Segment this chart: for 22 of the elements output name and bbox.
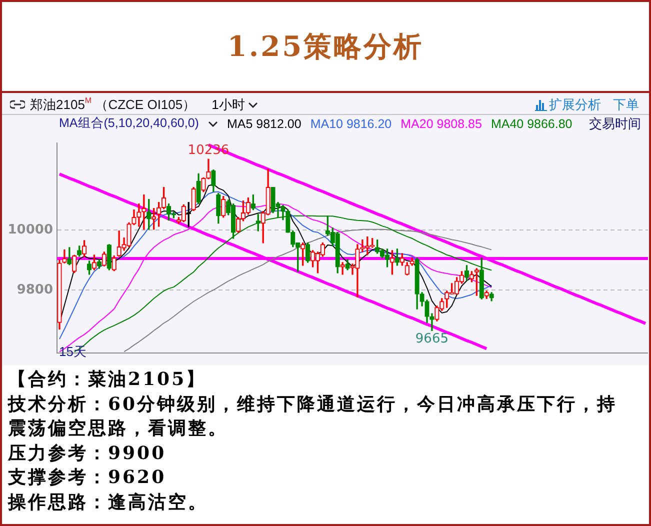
text: 1小时 bbox=[212, 96, 245, 114]
text: 技术分析：60分钟级别，维持下降通道运行，今日冲高承压下行，持震荡偏空思路，看调整。 bbox=[8, 392, 618, 441]
text: 交易时间 bbox=[589, 114, 641, 132]
text: 扩展分析 bbox=[549, 96, 601, 114]
candlestick bbox=[340, 262, 345, 275]
candlestick bbox=[430, 313, 434, 331]
text: MA10 9816.20 bbox=[310, 116, 392, 130]
text: 【合约：菜油2105】 bbox=[8, 368, 208, 392]
annotation: 9665 bbox=[415, 332, 449, 347]
text: 支撑参考：9620 bbox=[8, 466, 168, 490]
y-tick-label: 10000 bbox=[8, 222, 53, 238]
text: MA5 9812.00 bbox=[226, 116, 302, 130]
text: MA40 9866.80 bbox=[490, 116, 572, 130]
text: 操作思路：逢高沽空。 bbox=[8, 490, 209, 514]
text: 下单 bbox=[613, 96, 639, 114]
annotation: 15天 bbox=[59, 343, 86, 361]
chart-title: 1.25策略分析 bbox=[227, 28, 424, 64]
legend-title: MA组合(5,10,20,40,60,0) bbox=[59, 115, 199, 132]
chart-subtitle: 郑油2105$^{M}$ （CZCE OI105） bbox=[30, 96, 196, 114]
text: MA20 9808.85 bbox=[400, 116, 482, 130]
text: 压力参考：9900 bbox=[8, 442, 168, 466]
y-tick-label: 9800 bbox=[16, 282, 53, 298]
